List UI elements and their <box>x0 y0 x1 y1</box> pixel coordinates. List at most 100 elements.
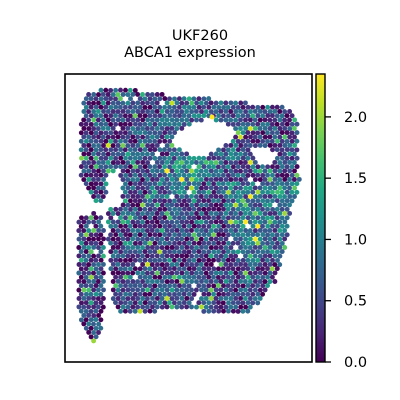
expression-spot <box>154 279 160 284</box>
expression-spot <box>157 113 163 119</box>
expression-spot <box>113 87 119 93</box>
expression-spot <box>179 211 185 217</box>
expression-spot <box>132 206 138 212</box>
expression-spot <box>125 193 131 199</box>
expression-spot <box>250 206 256 212</box>
expression-spot <box>267 253 273 259</box>
expression-spot <box>257 236 263 242</box>
expression-spot <box>91 160 97 165</box>
expression-spot <box>193 177 199 183</box>
expression-spot <box>157 172 163 178</box>
expression-spot <box>228 210 234 216</box>
expression-spot <box>252 244 258 250</box>
expression-spot <box>86 278 92 284</box>
expression-spot <box>98 249 104 255</box>
expression-spot <box>228 202 234 208</box>
expression-spot <box>125 270 131 276</box>
expression-spot <box>213 278 219 284</box>
expression-spot <box>265 181 270 187</box>
expression-spot <box>167 257 172 263</box>
expression-spot <box>169 100 175 106</box>
expression-spot <box>169 176 175 182</box>
expression-spot <box>230 291 236 297</box>
expression-spot <box>164 304 170 310</box>
expression-spot <box>172 172 178 178</box>
expression-spot <box>279 130 285 136</box>
expression-spot <box>208 236 214 242</box>
expression-spot <box>252 236 258 242</box>
expression-spot <box>216 240 221 246</box>
expression-spot <box>230 138 236 144</box>
expression-spot <box>145 245 151 250</box>
expression-spot <box>110 134 116 140</box>
expression-spot <box>147 274 153 280</box>
expression-spot <box>98 257 104 263</box>
expression-spot <box>242 151 248 157</box>
expression-spot <box>247 270 253 276</box>
expression-spot <box>243 117 248 123</box>
expression-spot <box>88 317 94 323</box>
expression-spot <box>277 168 283 174</box>
expression-spot <box>78 172 84 178</box>
expression-spot <box>228 278 234 284</box>
expression-spot <box>88 249 94 255</box>
expression-spot <box>96 236 101 242</box>
expression-spot <box>267 193 273 199</box>
expression-spot <box>203 278 209 284</box>
expression-spot <box>96 321 102 327</box>
expression-spot <box>235 138 241 144</box>
expression-spot <box>189 296 195 302</box>
expression-spot <box>176 257 182 263</box>
expression-spot <box>265 138 270 144</box>
expression-spot <box>201 223 207 229</box>
expression-spot <box>218 168 224 174</box>
expression-spot <box>144 151 150 157</box>
expression-spot <box>123 155 128 161</box>
expression-spot <box>196 283 202 289</box>
expression-spot <box>215 274 221 280</box>
expression-spot <box>142 113 148 119</box>
expression-spot <box>120 219 126 225</box>
expression-spot <box>223 210 229 216</box>
expression-spot <box>174 176 180 182</box>
expression-spot <box>162 215 168 221</box>
expression-spot <box>127 291 133 297</box>
expression-spot <box>164 262 170 268</box>
expression-spot <box>176 104 182 110</box>
expression-spot <box>226 240 231 246</box>
expression-spot <box>223 117 229 123</box>
expression-spot <box>169 185 175 191</box>
expression-spot <box>191 240 197 246</box>
expression-spot <box>257 117 263 123</box>
expression-spot <box>270 181 275 187</box>
expression-spot <box>255 257 261 263</box>
expression-spot <box>201 249 207 255</box>
expression-spot <box>252 278 258 284</box>
expression-spot <box>91 287 97 293</box>
expression-spot <box>127 121 133 127</box>
expression-spot <box>213 100 219 106</box>
expression-spot <box>132 121 138 127</box>
expression-spot <box>93 334 99 340</box>
expression-spot <box>135 287 141 293</box>
expression-spot <box>282 202 288 208</box>
expression-spot <box>142 138 148 144</box>
expression-spot <box>208 304 214 310</box>
expression-spot <box>145 134 150 140</box>
expression-spot <box>243 228 249 233</box>
expression-spot <box>171 223 177 229</box>
expression-spot <box>172 215 177 221</box>
expression-spot <box>144 270 150 276</box>
expression-spot <box>189 109 195 115</box>
expression-spot <box>123 232 129 238</box>
expression-spot <box>277 262 283 268</box>
expression-spot <box>118 206 123 212</box>
expression-spot <box>123 206 128 212</box>
expression-spot <box>81 244 87 250</box>
expression-spot <box>228 270 234 276</box>
expression-spot <box>186 206 192 212</box>
expression-spot <box>149 185 155 191</box>
expression-spot <box>240 198 246 204</box>
expression-spot <box>228 185 234 191</box>
expression-spot <box>86 92 92 97</box>
